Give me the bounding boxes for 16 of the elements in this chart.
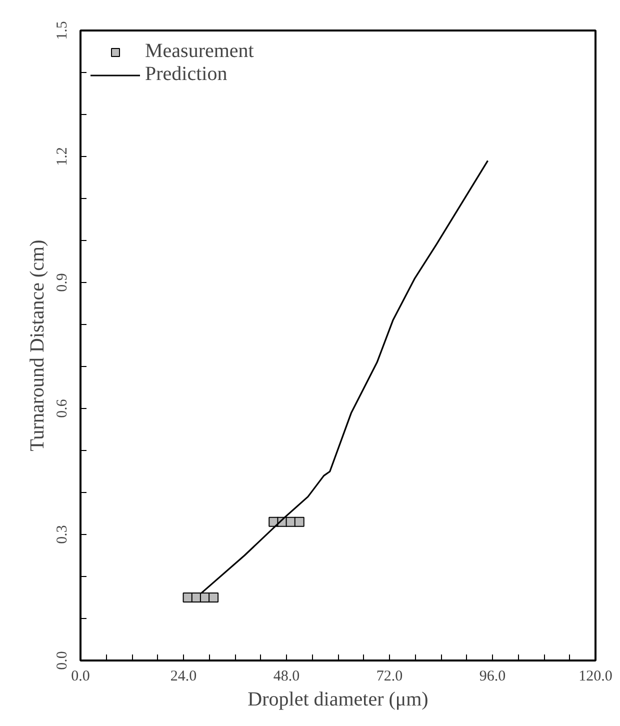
legend-label: Measurement bbox=[145, 40, 254, 63]
x-tick-label: 48.0 bbox=[273, 668, 300, 684]
y-tick-label: 0.0 bbox=[54, 651, 70, 670]
y-tick-label: 1.2 bbox=[54, 147, 70, 166]
y-tick-label: 0.9 bbox=[54, 273, 70, 292]
x-tick-label: 24.0 bbox=[170, 668, 197, 684]
legend-label: Prediction bbox=[145, 63, 228, 86]
y-tick-label: 0.3 bbox=[54, 525, 70, 544]
x-tick-label: 0.0 bbox=[71, 668, 90, 684]
x-tick-label: 120.0 bbox=[578, 668, 612, 684]
x-tick-label: 72.0 bbox=[376, 668, 403, 684]
y-tick-label: 0.6 bbox=[54, 398, 70, 418]
y-tick-label: 1.5 bbox=[54, 21, 70, 40]
x-tick-label: 96.0 bbox=[479, 668, 506, 684]
y-axis-title: Turnaround Distance (cm) bbox=[26, 240, 48, 452]
x-axis-title: Droplet diameter (μm) bbox=[248, 688, 428, 710]
